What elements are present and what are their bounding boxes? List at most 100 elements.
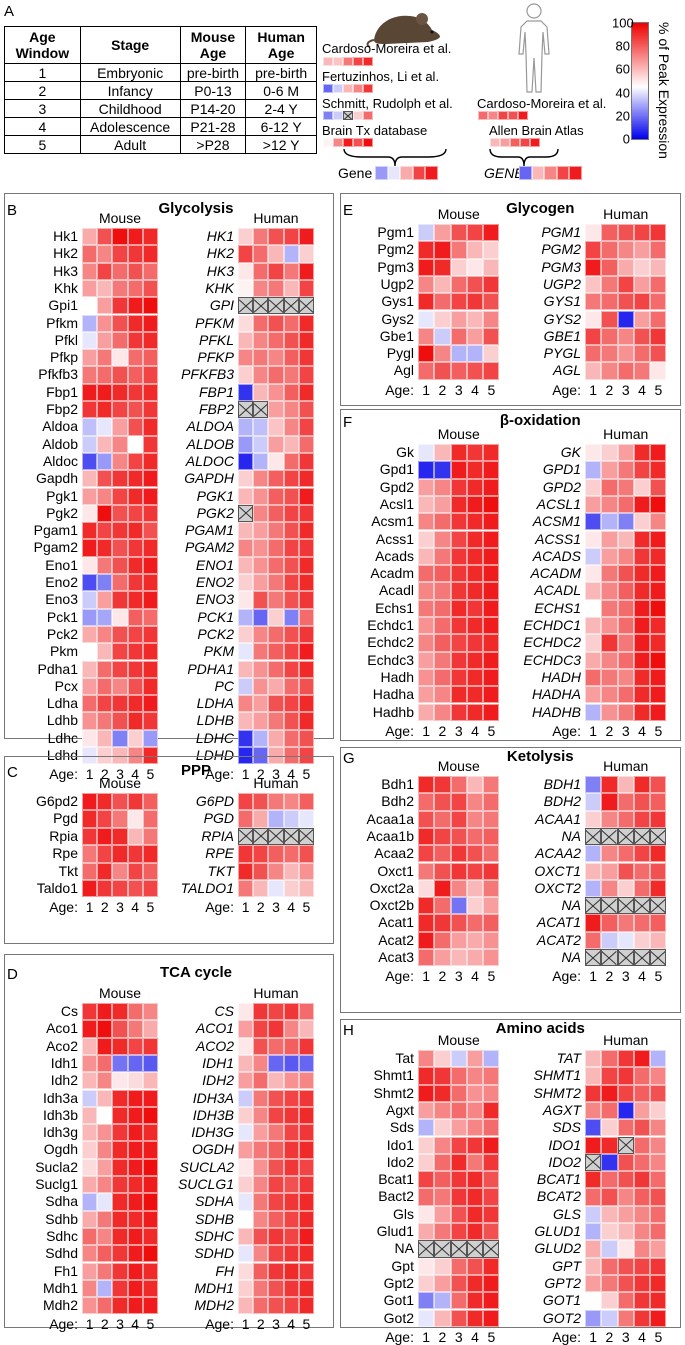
panel-b-mouse-heatmap-cell	[142, 504, 158, 523]
panel-e-mouse-heatmap-cell	[483, 362, 500, 380]
human-gene-label: ALDOA	[186, 418, 234, 435]
age-axis-label: Age:	[49, 766, 78, 783]
panel-b-human-heatmap-cell	[238, 314, 254, 332]
panel-g-human-heatmap-cell	[633, 793, 651, 811]
mouse-gene-label: Got1	[383, 1292, 414, 1309]
colorbar-tick: 20	[615, 108, 630, 124]
panel-g-human-heatmap-cell	[601, 949, 618, 967]
panel-b-human-heatmap-cell	[268, 522, 284, 540]
panel-g-human-heatmap-cell	[617, 879, 634, 898]
panel-h-mouse-heatmap-cell	[418, 1240, 435, 1258]
panel-b-mouse-heatmap-cell	[112, 418, 128, 436]
panel-h-mouse-heatmap-cell	[434, 1050, 451, 1068]
panel-b-human-heatmap-cell	[283, 383, 299, 401]
panel-f-mouse-heatmap-cell	[483, 444, 500, 462]
panel-g-human-heatmap-cell	[633, 949, 651, 967]
panel-f-mouse-heatmap-cell	[466, 495, 484, 514]
panel-e-human-heatmap-cell	[585, 345, 602, 363]
mouse-gene-label: Idh2	[50, 1072, 78, 1089]
panel-c-mouse-heatmap-cell	[112, 793, 128, 811]
mouse-gene-label: Hk3	[53, 262, 78, 279]
panel-h-mouse-heatmap-cell	[434, 1223, 451, 1241]
panel-g-mouse-heatmap-cell	[450, 914, 467, 932]
panel-g-mouse-heatmap-cell	[483, 914, 500, 932]
age-tick: 1	[589, 381, 598, 398]
panel-g-mouse-heatmap-cell	[466, 897, 484, 915]
panel-d-human-heatmap-cell	[283, 1003, 299, 1021]
panel-b-human-heatmap-cell	[253, 522, 269, 540]
panel-b-human-heatmap-cell	[298, 625, 314, 644]
panel-h-mouse-heatmap-cell	[483, 1153, 500, 1172]
panel-g-mouse-heatmap-cell	[483, 879, 500, 898]
panel-b-human-heatmap-cell	[253, 677, 269, 696]
panel-e-human-heatmap-cell	[633, 327, 651, 346]
mouse-gene-label: G6pd2	[35, 793, 78, 809]
panel-h-mouse-heatmap-cell	[466, 1153, 484, 1172]
human-gene-label: OXCT2	[534, 879, 581, 896]
table-cell: 5	[4, 135, 81, 154]
age-tick: 3	[272, 899, 280, 916]
panel-f-human-heatmap-cell	[601, 565, 618, 583]
panel-b-mouse-heatmap-cell	[112, 401, 128, 419]
mouse-gene-label: Fbp2	[46, 401, 78, 417]
mouse-gene-label: Echdc3	[367, 651, 414, 668]
panel-h-human-heatmap-cell	[650, 1153, 667, 1172]
panel-h-mouse-heatmap-cell	[483, 1205, 500, 1223]
panel-b-mouse-heatmap-cell	[127, 487, 143, 505]
panel-h-human-heatmap-cell	[585, 1101, 602, 1120]
panel-f-human-heatmap-cell	[633, 495, 651, 514]
panel-d-human-heatmap-cell	[268, 1054, 284, 1073]
human-gene-label: TAT	[556, 1050, 581, 1066]
panel-b-human-heatmap-cell	[238, 556, 254, 574]
panel-b-mouse-heatmap-cell	[127, 660, 143, 678]
panel-b-mouse-heatmap-cell	[127, 349, 143, 367]
panel-c-human-heatmap-cell	[238, 810, 254, 828]
panel-e-human-heatmap-cell	[601, 362, 618, 380]
panel-b-human-heatmap-cell	[238, 452, 254, 471]
panel-b-human-heatmap-cell	[283, 712, 299, 730]
panel-b-mouse-heatmap-cell	[142, 297, 158, 315]
mouse-gene-label: Acat3	[378, 949, 414, 965]
age-tick: 5	[146, 899, 155, 916]
panel-h-mouse-heatmap-cell	[483, 1101, 500, 1120]
panel-d-human-heatmap-cell	[238, 1245, 254, 1263]
panel-b-mouse-heatmap-cell	[82, 643, 98, 661]
panel-b-human-heatmap-cell	[253, 712, 269, 730]
panel-g-human-heatmap-cell	[617, 949, 634, 967]
panel-c-mouse-heatmap-cell	[142, 845, 158, 863]
table-cell: pre-birth	[179, 63, 247, 82]
panel-f-human-heatmap-cell	[585, 565, 602, 583]
human-gene-label: BCAT2	[536, 1188, 581, 1205]
panel-g-mouse-heatmap-cell	[483, 810, 500, 828]
panel-e-mouse-heatmap-cell	[418, 275, 435, 294]
panel-h-human-heatmap-cell	[650, 1309, 667, 1327]
human-gene-label: UGP2	[542, 275, 581, 292]
panel-c-mouse-heatmap-cell	[97, 810, 113, 828]
mouse-gene-label: Bdh2	[381, 793, 414, 810]
panel-f-human-label: Human	[603, 426, 649, 442]
age-tick: 4	[471, 1328, 479, 1345]
panel-c-human-heatmap-cell	[298, 845, 314, 863]
panel-b-human-heatmap-cell	[253, 747, 269, 765]
panel-h-mouse-heatmap-cell	[483, 1188, 500, 1206]
panel-h-human-heatmap-cell	[601, 1084, 618, 1102]
panel-d-mouse-heatmap-cell	[127, 1054, 143, 1073]
panel-e-mouse-heatmap-cell	[450, 310, 467, 328]
age-axis-label: Age:	[385, 968, 414, 985]
human-gene-label: IDH1	[202, 1054, 234, 1071]
panel-d-mouse-heatmap-cell	[142, 1262, 158, 1280]
panel-d-mouse-heatmap-cell	[112, 1124, 128, 1142]
panel-g-mouse-heatmap-cell	[466, 914, 484, 932]
panel-f-human-heatmap-cell	[617, 617, 634, 635]
panel-b-mouse-heatmap-cell	[82, 504, 98, 523]
panel-b-mouse-heatmap-cell	[97, 695, 113, 713]
panel-e-human-heatmap-cell	[650, 362, 667, 380]
age-axis-label: Age:	[385, 381, 414, 398]
human-gene-label: GK	[560, 444, 581, 460]
human-gene-label: GLUD2	[534, 1240, 581, 1257]
age-tick: 4	[638, 968, 646, 985]
panel-f-human-heatmap-cell	[650, 513, 667, 531]
panel-g-human-heatmap-cell	[633, 914, 651, 932]
panel-h-mouse-heatmap-cell	[450, 1223, 467, 1241]
panel-b-human-heatmap-cell	[283, 435, 299, 453]
